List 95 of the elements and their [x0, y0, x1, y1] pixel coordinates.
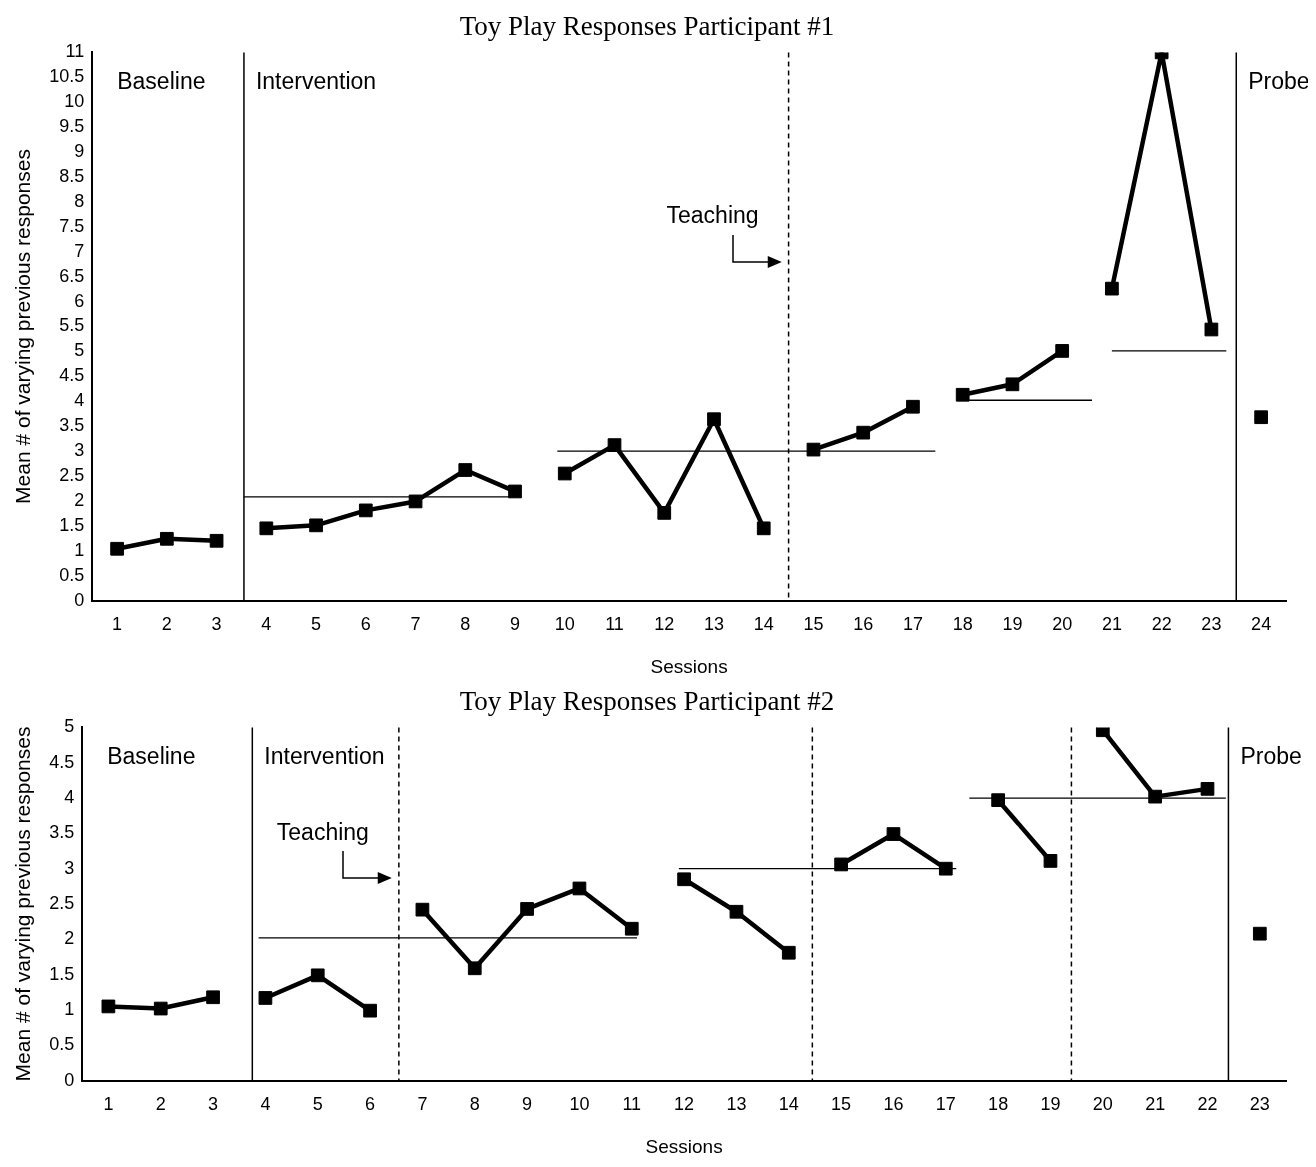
x-tick-label: 2: [161, 614, 172, 635]
x-tick-label: 11: [622, 1094, 642, 1115]
y-tick-label: 8: [74, 190, 85, 211]
y-tick-label: 3: [64, 857, 75, 878]
x-tick-label: 5: [311, 614, 322, 635]
x-tick-label: 12: [654, 614, 675, 635]
y-tick-label: 2.5: [49, 892, 75, 913]
y-tick-label: 9: [74, 141, 85, 162]
y-tick-label: 2: [74, 489, 85, 510]
y-tick-label: 5: [64, 716, 75, 737]
annotation: Intervention: [264, 742, 385, 769]
x-tick-label: 23: [1201, 614, 1222, 635]
x-tick-label: 3: [211, 614, 222, 635]
x-tick-label: 10: [569, 1094, 590, 1115]
y-tick-label: 7.5: [59, 215, 85, 236]
y-tick-label: 1: [74, 539, 85, 560]
y-tick-label: 2.5: [59, 464, 85, 485]
y-tick-label: 4: [74, 390, 85, 411]
annotation: Probe: [1240, 742, 1302, 769]
annotation: Teaching: [666, 202, 759, 229]
x-tick-label: 6: [360, 614, 371, 635]
x-tick-label: 17: [902, 614, 923, 635]
y-tick-label: 5: [74, 340, 85, 361]
x-tick-label: 5: [312, 1094, 323, 1115]
x-tick-label: 6: [365, 1094, 376, 1115]
x-tick-label: 12: [674, 1094, 695, 1115]
y-tick-label: 4: [64, 787, 75, 808]
y-tick-label: 11: [65, 41, 85, 62]
x-tick-label: 16: [853, 614, 874, 635]
x-tick-label: 10: [554, 614, 575, 635]
x-tick-label: 16: [883, 1094, 904, 1115]
x-axis-title: Sessions: [650, 655, 728, 677]
y-tick-label: 10: [64, 91, 85, 112]
y-tick-label: 3: [74, 440, 85, 461]
y-axis-title: Mean # of varying previous responses: [11, 726, 35, 1082]
x-tick-label: 14: [753, 614, 774, 635]
x-tick-label: 24: [1251, 614, 1272, 635]
x-tick-label: 18: [988, 1094, 1009, 1115]
y-axis-title: Mean # of varying previous responses: [11, 149, 35, 504]
y-tick-label: 5.5: [59, 315, 85, 336]
y-tick-label: 6.5: [59, 265, 85, 286]
annotation: Intervention: [255, 67, 377, 94]
x-tick-label: 23: [1249, 1094, 1270, 1115]
y-tick-label: 3.5: [59, 415, 85, 436]
annotation: Teaching: [276, 818, 369, 845]
x-tick-label: 13: [703, 614, 724, 635]
x-tick-label: 7: [410, 614, 421, 635]
x-tick-label: 15: [803, 614, 824, 635]
y-tick-label: 0.5: [49, 1034, 75, 1055]
annotation: Baseline: [107, 742, 196, 769]
x-tick-label: 4: [260, 1094, 271, 1115]
x-axis-title: Sessions: [645, 1135, 723, 1157]
x-tick-label: 1: [103, 1094, 114, 1115]
x-tick-label: 17: [935, 1094, 956, 1115]
x-tick-label: 13: [726, 1094, 747, 1115]
x-tick-label: 11: [605, 614, 624, 635]
x-tick-label: 3: [208, 1094, 219, 1115]
y-tick-label: 1.5: [59, 514, 85, 535]
y-tick-label: 0: [64, 1069, 75, 1090]
y-tick-label: 4.5: [49, 751, 75, 772]
x-tick-label: 2: [155, 1094, 166, 1115]
y-tick-label: 7: [74, 240, 85, 261]
x-tick-label: 9: [510, 614, 521, 635]
x-tick-label: 22: [1151, 614, 1172, 635]
x-tick-label: 8: [460, 614, 471, 635]
y-tick-label: 3.5: [49, 822, 75, 843]
y-tick-label: 1: [64, 998, 75, 1019]
x-tick-label: 21: [1145, 1094, 1166, 1115]
x-tick-label: 18: [952, 614, 973, 635]
y-tick-label: 0: [74, 589, 85, 610]
y-tick-label: 1.5: [49, 963, 75, 984]
chart-title: Toy Play Responses Participant #2: [459, 686, 835, 717]
x-tick-label: 15: [831, 1094, 852, 1115]
y-tick-label: 2: [64, 928, 75, 949]
x-tick-label: 19: [1002, 614, 1023, 635]
x-tick-label: 21: [1101, 614, 1122, 635]
x-tick-label: 19: [1040, 1094, 1061, 1115]
y-tick-label: 0.5: [59, 564, 85, 585]
y-tick-label: 8.5: [59, 165, 85, 186]
x-tick-label: 20: [1092, 1094, 1113, 1115]
y-tick-label: 6: [74, 290, 85, 311]
chart-title: Toy Play Responses Participant #1: [459, 11, 835, 42]
x-tick-label: 14: [778, 1094, 799, 1115]
x-tick-label: 9: [522, 1094, 533, 1115]
y-tick-label: 9.5: [59, 116, 85, 137]
y-tick-label: 10.5: [49, 66, 85, 87]
x-tick-label: 1: [112, 614, 123, 635]
x-tick-label: 20: [1052, 614, 1073, 635]
annotation: Baseline: [117, 67, 206, 94]
y-tick-label: 4.5: [59, 365, 85, 386]
x-tick-label: 4: [261, 614, 272, 635]
x-tick-label: 7: [417, 1094, 428, 1115]
x-tick-label: 8: [469, 1094, 480, 1115]
x-tick-label: 22: [1197, 1094, 1218, 1115]
annotation: Probe: [1248, 67, 1310, 94]
